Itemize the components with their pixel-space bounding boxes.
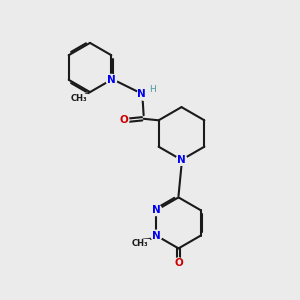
Text: O: O [174,258,183,268]
Circle shape [118,115,129,126]
Text: CH₃: CH₃ [132,239,148,248]
Text: CH₃: CH₃ [70,94,87,103]
Text: N: N [152,231,161,241]
Text: N: N [177,155,186,165]
Text: O: O [119,115,128,125]
Circle shape [176,154,187,165]
Text: N: N [107,75,116,85]
Circle shape [151,205,162,215]
Circle shape [173,258,184,269]
Circle shape [106,74,117,85]
Bar [131,239,149,247]
Text: N: N [152,205,161,215]
Text: N: N [137,88,146,99]
Circle shape [137,87,151,100]
Circle shape [151,230,162,241]
Bar [70,94,87,102]
Text: H: H [149,85,156,94]
